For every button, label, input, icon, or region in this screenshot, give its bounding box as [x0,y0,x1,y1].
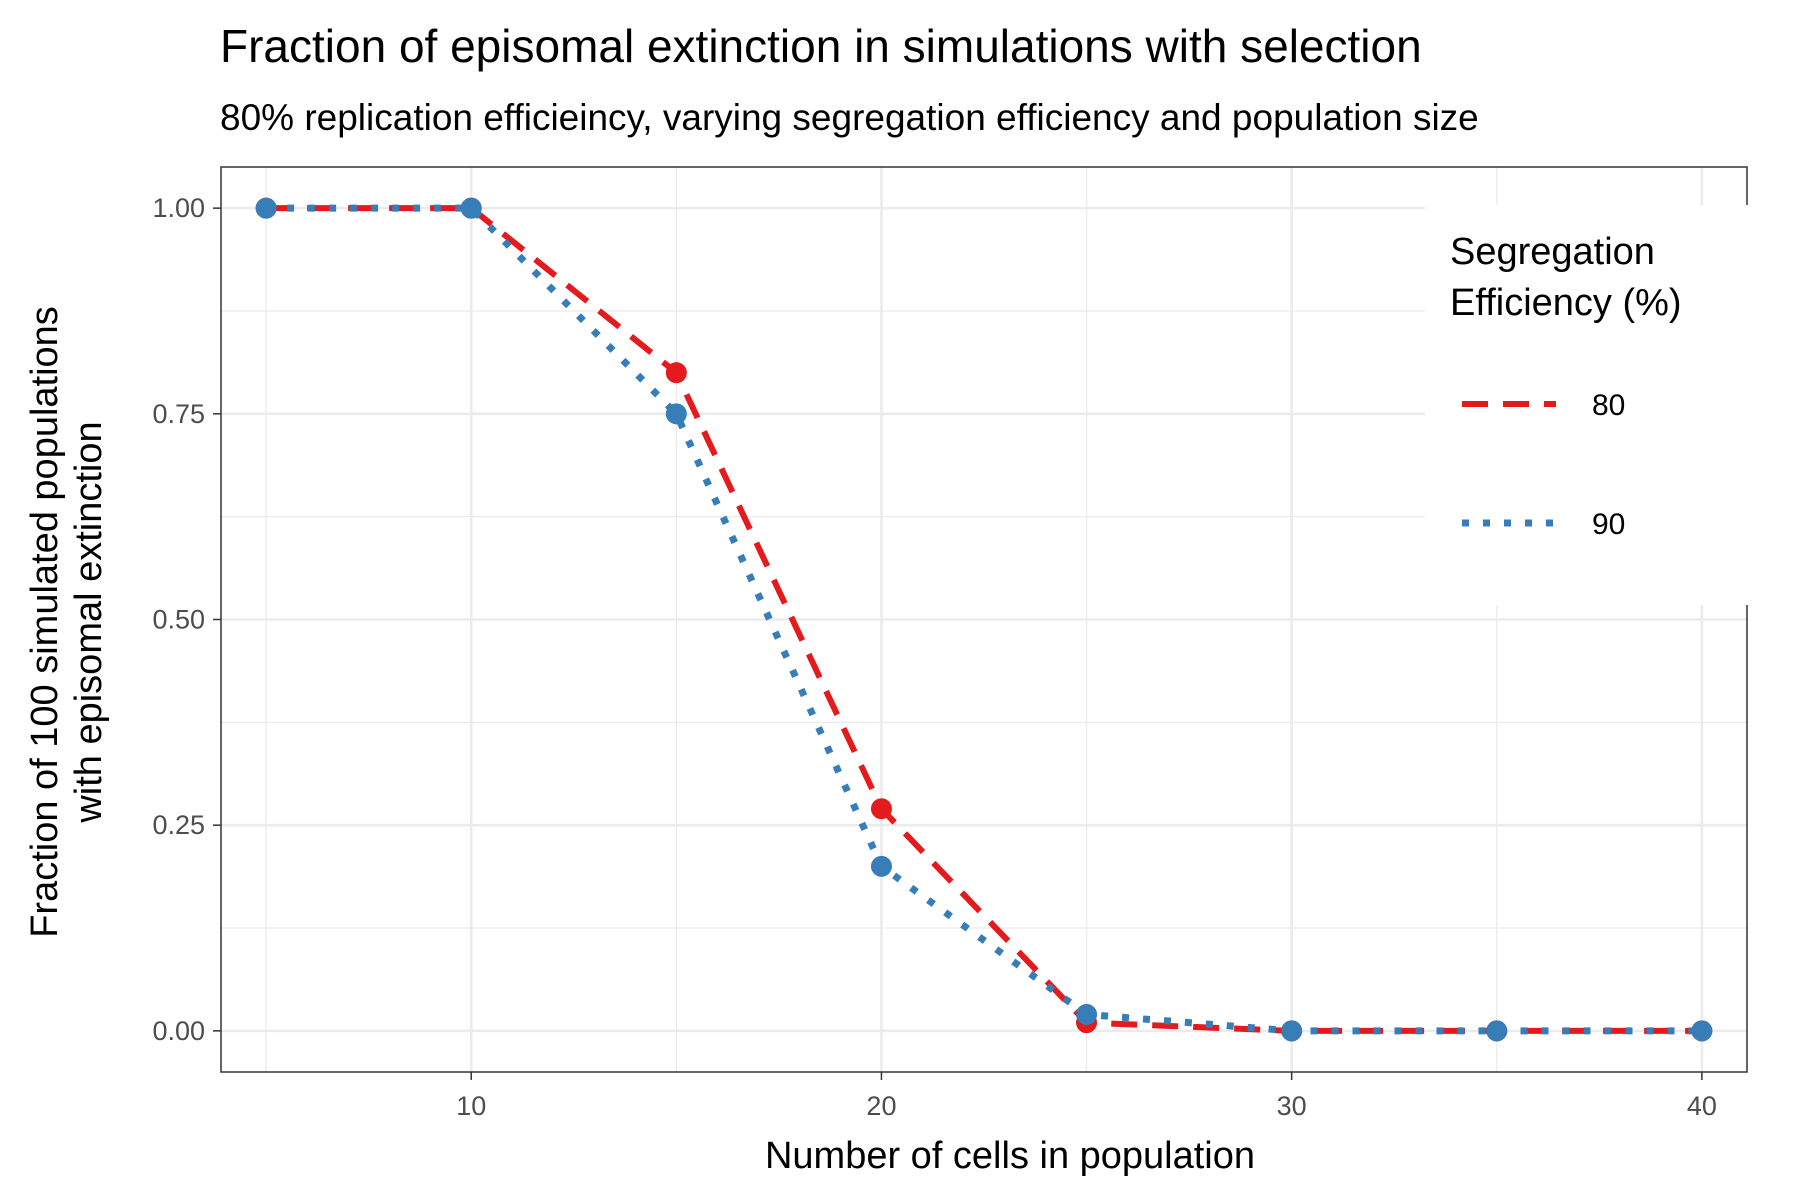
x-axis: 10 20 30 40 [456,1072,1717,1121]
series-line-90 [266,204,1702,1035]
data-point-series-90 [870,855,892,877]
data-point-series-90 [460,197,482,219]
x-tick-label: 10 [456,1091,486,1121]
y-axis-title: Fraction of 100 simulated populations wi… [24,306,110,938]
data-point-series-80 [870,798,892,820]
y-axis-title-line-1: Fraction of 100 simulated populations [24,306,66,938]
x-tick-label: 40 [1687,1091,1717,1121]
legend-label-series-80: 80 [1592,389,1625,422]
y-tick-label: 0.25 [152,810,205,840]
y-tick-label: 0.50 [152,605,205,635]
y-tick-label: 0.75 [152,399,205,429]
legend-label-series-90: 90 [1592,508,1625,541]
y-tick-label: 1.00 [152,193,205,223]
data-point-series-90 [1691,1020,1713,1042]
series-layer [266,204,1702,1035]
chart-subtitle: 80% replication efficieincy, varying seg… [220,97,1479,138]
grid [221,167,1747,1072]
points-layer [255,197,1713,1042]
y-tick-label: 0.00 [152,1016,205,1046]
legend-title-line-1: Segregation [1450,231,1655,273]
y-axis: 0.00 0.25 0.50 0.75 1.00 [152,193,221,1046]
legend-title-line-2: Efficiency (%) [1450,282,1682,324]
chart-title: Fraction of episomal extinction in simul… [220,20,1422,72]
data-point-series-90 [1076,1003,1098,1025]
data-point-series-80 [665,362,687,384]
x-tick-label: 30 [1277,1091,1307,1121]
data-point-series-90 [1281,1020,1303,1042]
legend: Segregation Efficiency (%) 80 90 [1425,205,1755,605]
x-tick-label: 20 [866,1091,896,1121]
data-point-series-90 [1486,1020,1508,1042]
y-axis-title-line-2: with episomal extinction [68,421,110,823]
data-point-series-90 [665,403,687,425]
x-axis-title: Number of cells in population [765,1135,1255,1177]
data-point-series-90 [255,197,277,219]
